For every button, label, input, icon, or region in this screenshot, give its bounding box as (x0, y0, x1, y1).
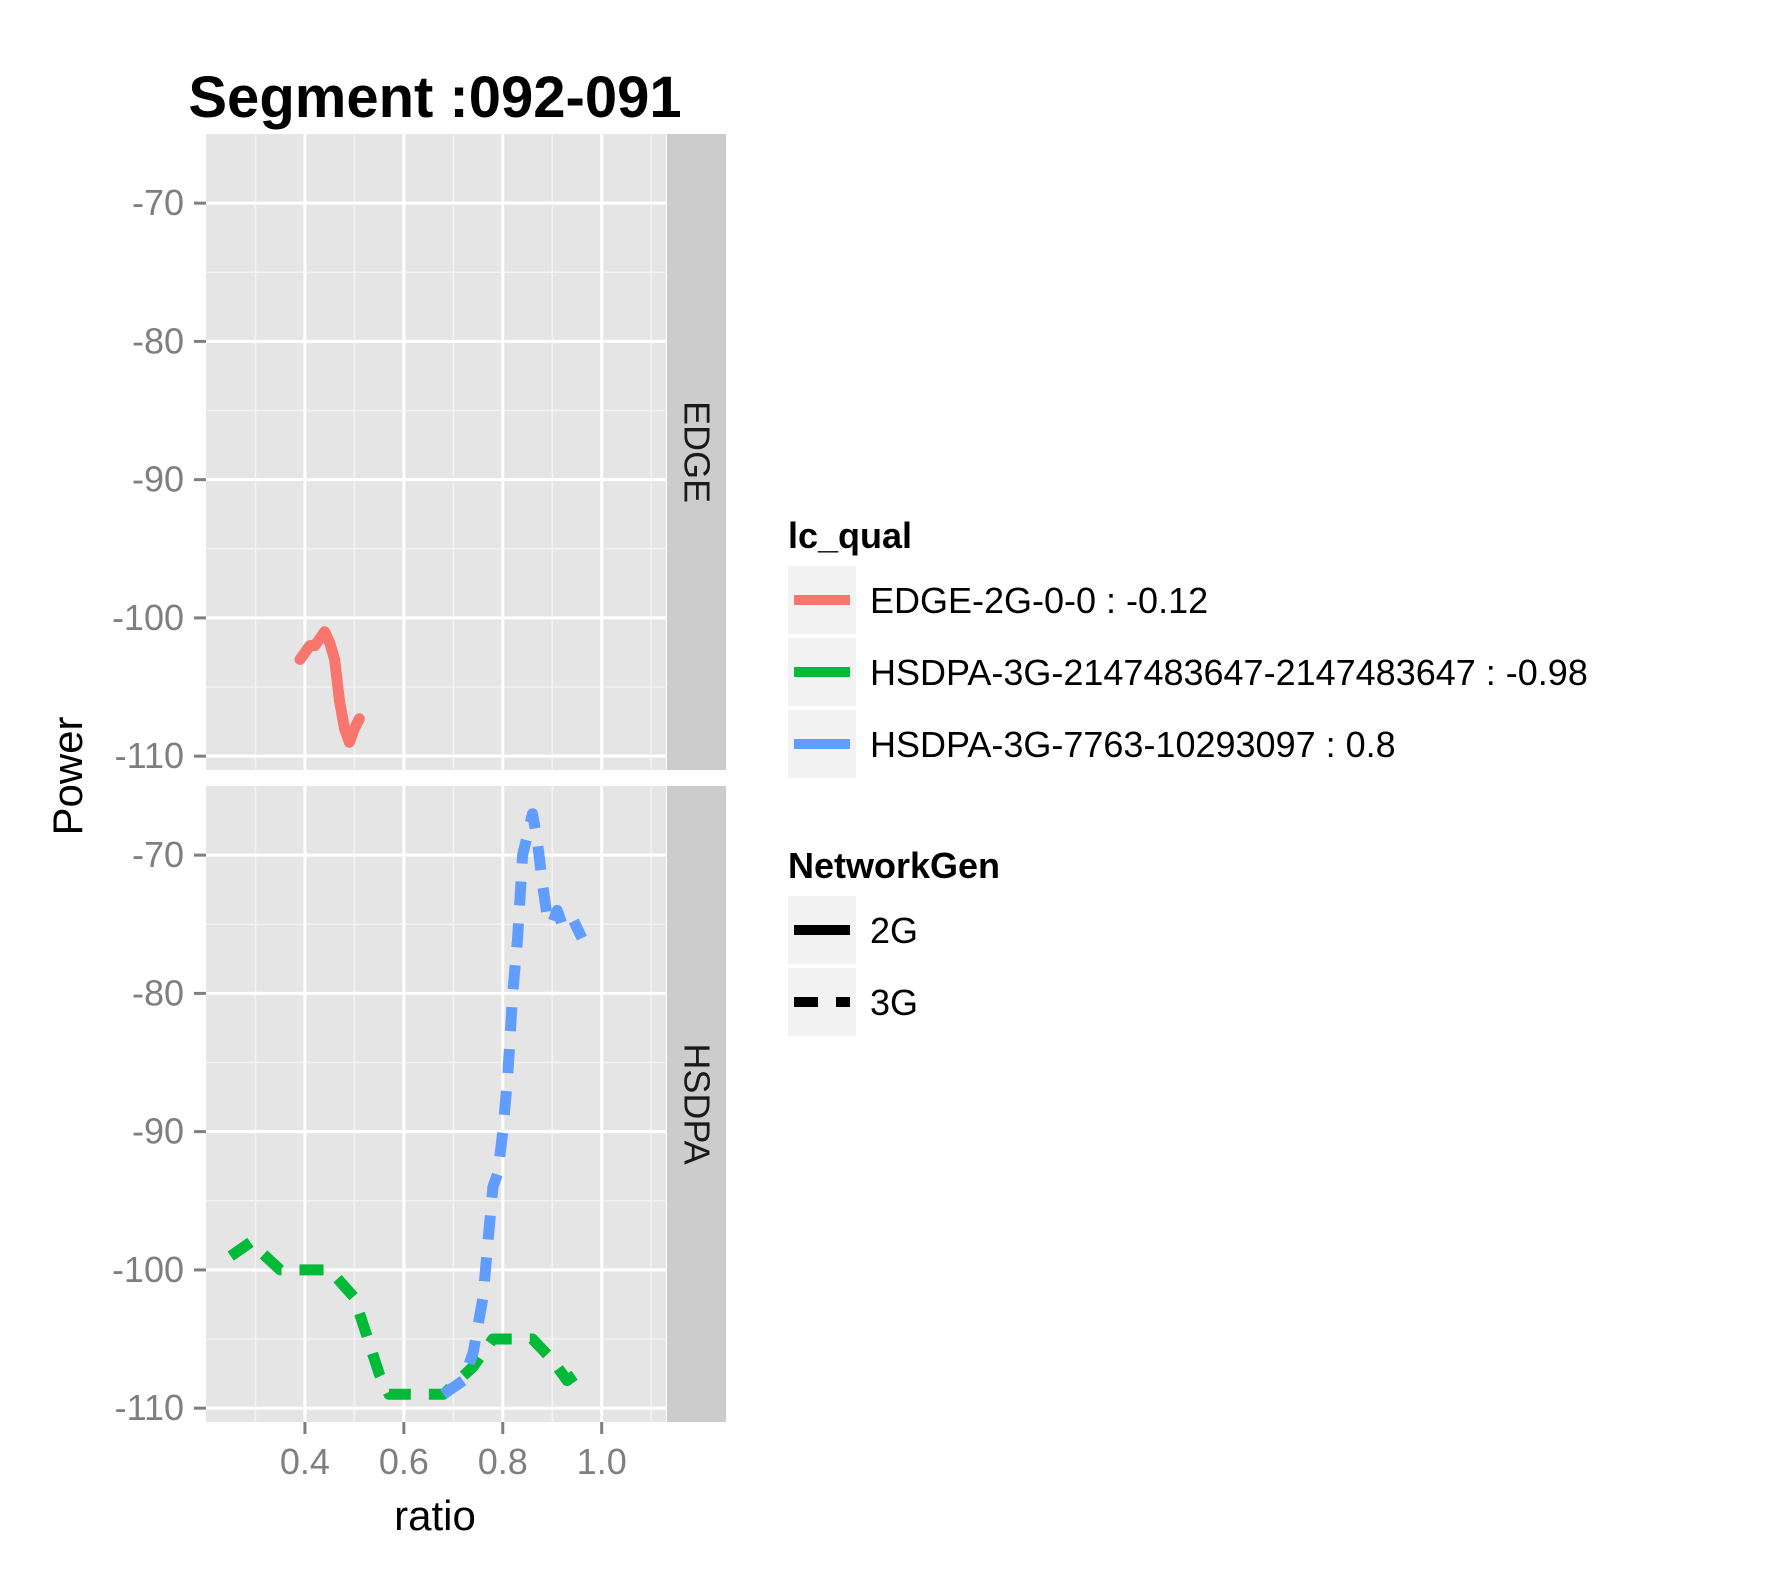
legend-title-color: lc_qual (788, 515, 912, 556)
chart-title: Segment :092-091 (188, 65, 681, 130)
series-line-2 (440, 808, 587, 1399)
panel-background-1 (206, 786, 666, 1422)
y-tick-label: -90 (132, 459, 184, 500)
series-line-0 (294, 626, 365, 748)
y-tick-label: -80 (132, 320, 184, 361)
legend-item-label: EDGE-2G-0-0 : -0.12 (870, 580, 1208, 621)
y-tick-label: -70 (132, 182, 184, 223)
x-tick-label: 0.8 (478, 1441, 528, 1482)
series-lines (227, 626, 591, 1400)
y-axis-title: Power (44, 716, 91, 835)
y-tick-label: -100 (112, 597, 184, 638)
x-axis-title: ratio (394, 1492, 476, 1539)
facet-strip-0 (667, 134, 726, 770)
series-line-1 (227, 1236, 591, 1400)
legend-item-label: HSDPA-3G-7763-10293097 : 0.8 (870, 724, 1396, 765)
x-tick-label: 0.4 (280, 1441, 330, 1482)
y-tick-label: -80 (132, 972, 184, 1013)
y-tick-label: -70 (132, 834, 184, 875)
y-tick-label: -110 (115, 1387, 184, 1428)
legend-item-label: HSDPA-3G-2147483647-2147483647 : -0.98 (870, 652, 1588, 693)
x-tick-label: 1.0 (577, 1441, 627, 1482)
y-tick-label: -110 (115, 735, 184, 776)
legend: lc_qual EDGE-2G-0-0 : -0.12 HSDPA-3G-21474… (788, 515, 1588, 1036)
legend-title-linetype: NetworkGen (788, 845, 1000, 886)
y-tick-label: -100 (112, 1249, 184, 1290)
facet-strip-1 (667, 786, 726, 1422)
legend-item-label: 2G (870, 910, 918, 951)
panels: EDGE HSDPA (206, 134, 726, 1422)
x-tick-label: 0.6 (379, 1441, 429, 1482)
facet-strip-label: HSDPA (677, 1043, 718, 1164)
y-tick-label: -90 (132, 1111, 184, 1152)
axis-ticks: -70 -80 -90 -100 -110 -70 -80 -90 -100 -110 0.4 0.6… (112, 182, 627, 1482)
panel-background-0 (206, 134, 666, 770)
legend-item-label: 3G (870, 982, 918, 1023)
facet-strip-label: EDGE (677, 401, 718, 503)
